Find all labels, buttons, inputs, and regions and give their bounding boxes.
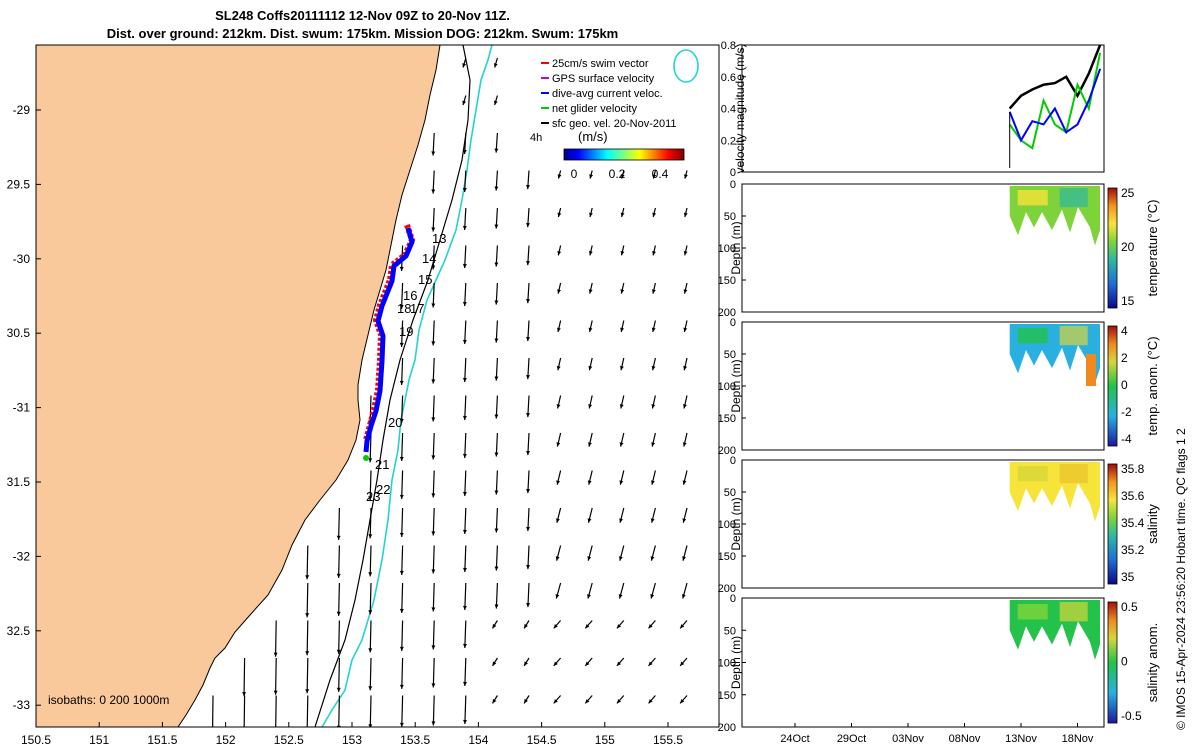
map-x-tick-label: 154.5 (527, 733, 557, 747)
map-y-tick-label: -29 (13, 103, 31, 117)
map-x-tick-label: 151 (89, 733, 109, 747)
footer-credit: © IMOS 15-Apr-2024 23:56:20 Hobart time.… (1174, 428, 1188, 730)
map-y-tick-label: 31.5 (7, 475, 31, 489)
eddy-contour (673, 49, 699, 83)
map-x-tick-label: 152.5 (274, 733, 304, 747)
day-label: 19 (399, 324, 413, 339)
legend-geo: sfc geo. vel. 20-Nov-2011 (552, 118, 677, 130)
day-label: 15 (418, 272, 432, 287)
map-x-tick-label: 153 (342, 733, 362, 747)
legend-4h: 4h (530, 132, 542, 144)
day-label: 18 (397, 301, 411, 316)
isobath-label: isobaths: 0 200 1000m (48, 693, 169, 707)
day-label: 23 (366, 489, 380, 504)
map-y-tick-label: -31 (13, 401, 31, 415)
day-label: 21 (375, 457, 389, 472)
day-label: 20 (388, 415, 402, 430)
map-x-tick-label: 153.5 (400, 733, 430, 747)
legend-dive: dive-avg current veloc. (552, 88, 663, 100)
map-y-tick-label: -30 (13, 252, 31, 266)
map-y-tick-label: 32.5 (7, 624, 31, 638)
day-label: 14 (422, 251, 436, 266)
map-y-ticks: -29 29.5 -30 30.5 -31 31.5 -32 32.5 -33 (7, 103, 41, 712)
map-x-tick-label: 151.5 (147, 733, 177, 747)
legend-swim: 25cm/s swim vector (552, 58, 649, 70)
map-colorbar (563, 148, 685, 161)
map-y-tick-label: 30.5 (7, 326, 31, 340)
day-label: 16 (403, 288, 417, 303)
map-x-tick-label: 155 (595, 733, 615, 747)
title-line-1: SL248 Coffs20111112 12-Nov 09Z to 20-Nov… (215, 8, 510, 23)
day-label: 13 (432, 231, 446, 246)
colorbar-unit: (m/s) (578, 129, 608, 144)
isobath-200m (314, 45, 471, 727)
isobath-1000m (321, 45, 493, 727)
glider-track (363, 227, 415, 453)
land-mass (36, 45, 441, 727)
legend-net: net glider velocity (552, 103, 637, 115)
map-y-tick-label: -32 (13, 549, 31, 563)
map-colorbar-ticks: 0 0.2 0.4 (571, 167, 669, 181)
day-label: 22 (376, 482, 390, 497)
colorbar-tick-label: 0.4 (652, 167, 669, 181)
map-y-tick-label: -33 (13, 698, 31, 712)
colorbar-tick-label: 0 (571, 167, 578, 181)
map-legend: 25cm/s swim vector GPS surface velocity … (530, 58, 677, 144)
map-x-ticks: 150.5 151 151.5 152 152.5 153 153.5 154 154.5 155… (21, 722, 683, 747)
legend-gps: GPS surface velocity (552, 73, 655, 85)
map-x-tick-label: 155.5 (653, 733, 683, 747)
colorbar-tick-label: 0.2 (609, 167, 626, 181)
title-line-2: Dist. over ground: 212km. Dist. swum: 17… (106, 26, 619, 41)
day-label: 17 (410, 301, 424, 316)
map-x-tick-label: 154 (468, 733, 488, 747)
map-x-tick-label: 152 (216, 733, 236, 747)
map-x-tick-label: 150.5 (21, 733, 51, 747)
map-y-tick-label: 29.5 (7, 177, 31, 191)
